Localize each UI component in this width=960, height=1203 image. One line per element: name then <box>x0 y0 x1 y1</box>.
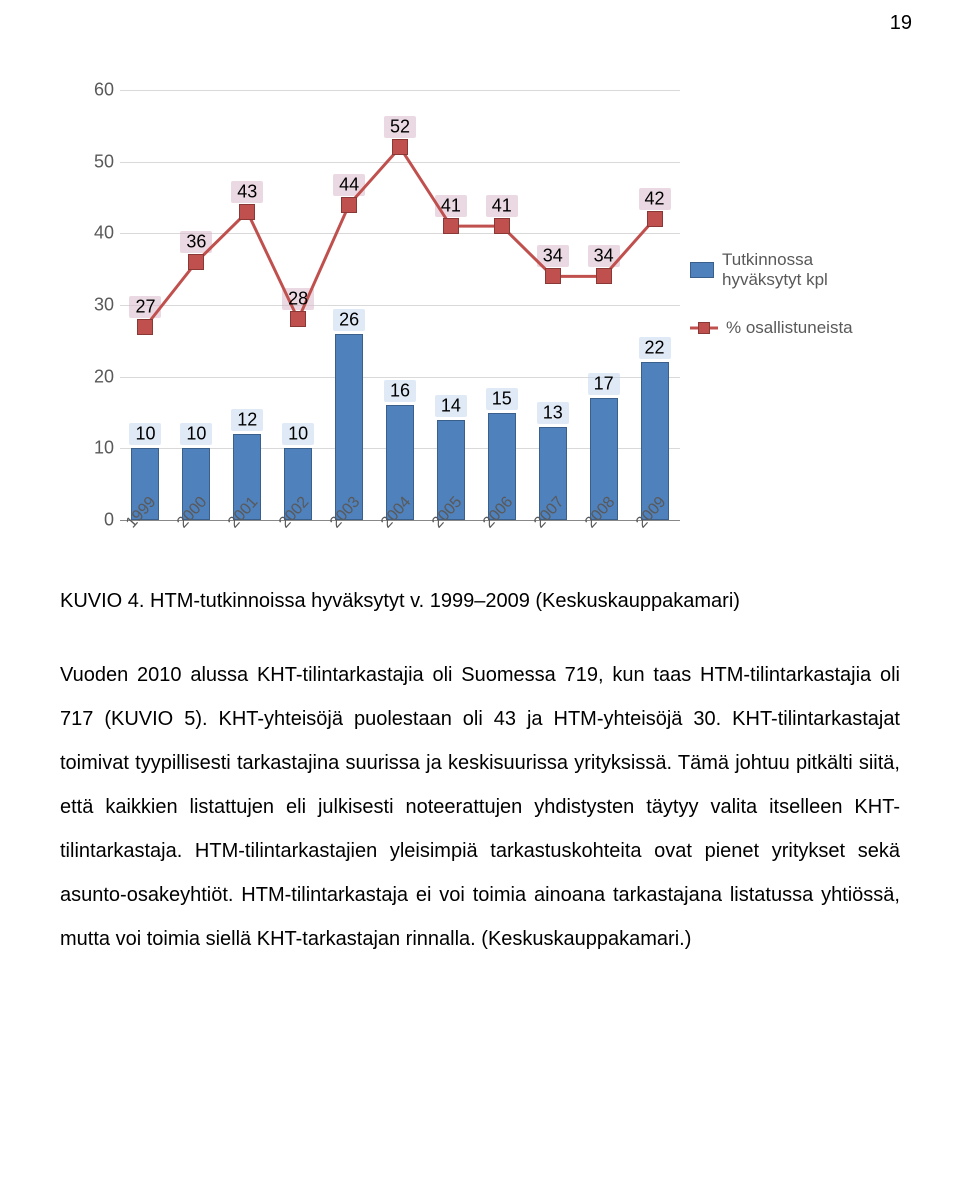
line-label-bg <box>435 195 467 217</box>
bar-label-bg <box>486 388 518 410</box>
line-label-bg <box>180 231 212 253</box>
line-marker <box>341 197 357 213</box>
line-marker <box>392 139 408 155</box>
chart: 0102030405060101012102616141513172227364… <box>70 80 890 560</box>
legend-line-label: % osallistuneista <box>726 318 853 338</box>
legend-item-line: % osallistuneista <box>690 318 890 338</box>
bar-label-bg <box>282 423 314 445</box>
line-marker <box>647 211 663 227</box>
y-tick: 40 <box>80 223 114 244</box>
line-marker <box>545 268 561 284</box>
line-label-bg <box>384 116 416 138</box>
legend-swatch-line <box>690 321 718 335</box>
y-tick: 10 <box>80 438 114 459</box>
y-tick: 60 <box>80 80 114 101</box>
gridline <box>120 305 680 306</box>
line-label-bg <box>639 188 671 210</box>
bar-label-bg <box>180 423 212 445</box>
line-label-bg <box>333 174 365 196</box>
bar-label-bg <box>333 309 365 331</box>
bar-label-bg <box>537 402 569 424</box>
legend-item-bar: Tutkinnossa hyväksytyt kpl <box>690 250 890 290</box>
line-marker <box>494 218 510 234</box>
line-label-bg <box>282 288 314 310</box>
legend-swatch-bar <box>690 262 714 278</box>
body-text: Vuoden 2010 alussa KHT-tilintarkastajia … <box>60 653 900 961</box>
y-tick: 0 <box>80 510 114 531</box>
legend-bar-label: Tutkinnossa hyväksytyt kpl <box>722 250 890 290</box>
line-label-bg <box>486 195 518 217</box>
y-tick: 30 <box>80 295 114 316</box>
bar-label-bg <box>588 373 620 395</box>
bar <box>335 334 363 520</box>
bar-label-bg <box>129 423 161 445</box>
line-marker <box>239 204 255 220</box>
line-marker <box>596 268 612 284</box>
line-label-bg <box>537 245 569 267</box>
page: 19 0102030405060101012102616141513172227… <box>0 0 960 1001</box>
bar-label-bg <box>435 395 467 417</box>
page-number: 19 <box>890 12 912 35</box>
body-paragraph: Vuoden 2010 alussa KHT-tilintarkastajia … <box>60 653 900 961</box>
y-tick: 20 <box>80 366 114 387</box>
y-tick: 50 <box>80 151 114 172</box>
figure-caption: KUVIO 4. HTM-tutkinnoissa hyväksytyt v. … <box>60 590 900 613</box>
bar-label-bg <box>384 380 416 402</box>
line-marker <box>137 319 153 335</box>
line-label-bg <box>129 296 161 318</box>
line-label-bg <box>231 181 263 203</box>
plot-area: 0102030405060101012102616141513172227364… <box>120 90 680 521</box>
bar-label-bg <box>639 337 671 359</box>
line-marker <box>188 254 204 270</box>
line-marker <box>443 218 459 234</box>
legend: Tutkinnossa hyväksytyt kpl % osallistune… <box>690 250 890 366</box>
bar-label-bg <box>231 409 263 431</box>
gridline <box>120 90 680 91</box>
line-label-bg <box>588 245 620 267</box>
gridline <box>120 162 680 163</box>
line-marker <box>290 311 306 327</box>
